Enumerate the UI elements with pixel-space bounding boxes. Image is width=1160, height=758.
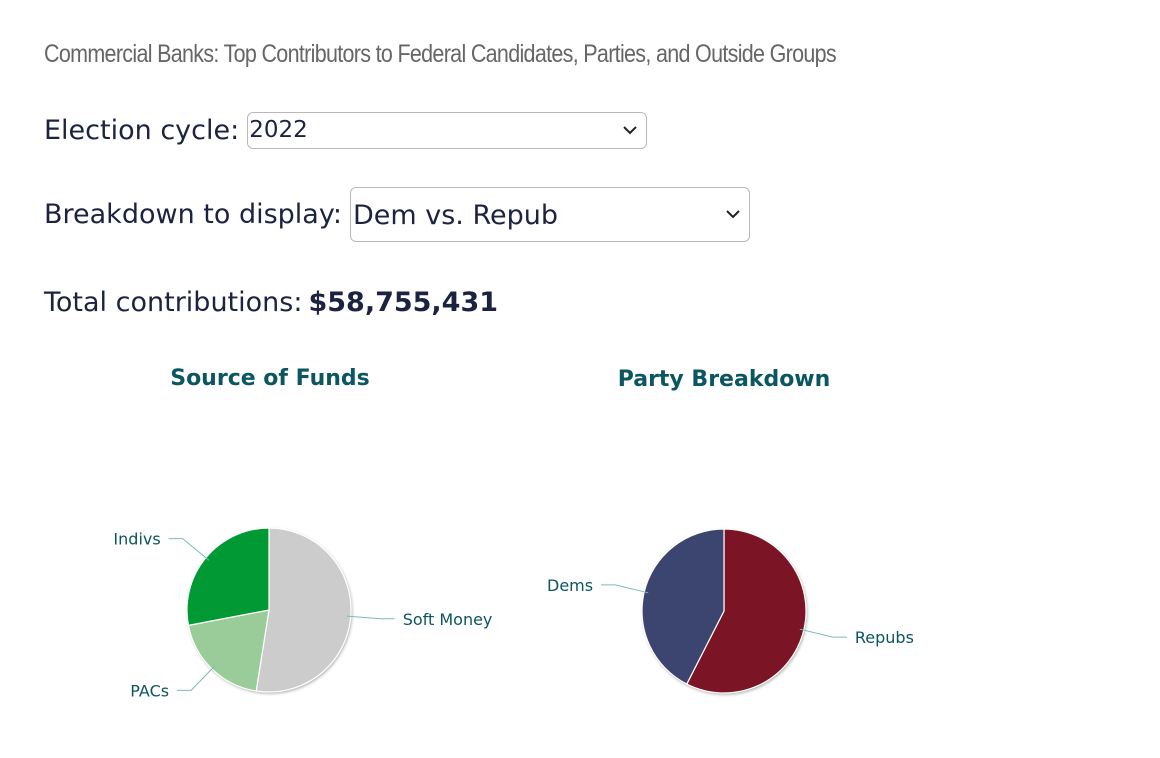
- source-of-funds-title: Source of Funds: [170, 366, 370, 391]
- slice-label-indivs: Indivs: [113, 530, 160, 549]
- breakdown-label: Breakdown to display:: [44, 198, 342, 230]
- election-cycle-value: 2022: [249, 116, 308, 143]
- chevron-down-icon: [726, 210, 740, 219]
- total-contributions-value: $58,755,431: [308, 287, 499, 318]
- party-breakdown-pie-chart: Repubs Dems: [547, 528, 914, 694]
- pie-slice-soft-money[interactable]: [255, 527, 352, 693]
- leader-line-indivs: [168, 538, 210, 561]
- pie-slice-indivs[interactable]: [186, 527, 270, 626]
- breakdown-row: Breakdown to display: Dem vs. Repub: [44, 186, 750, 242]
- election-cycle-row: Election cycle: 2022: [44, 110, 648, 150]
- breakdown-select[interactable]: Dem vs. Repub: [349, 186, 750, 242]
- leader-line-soft-money: [346, 615, 395, 620]
- breakdown-value: Dem vs. Repub: [352, 199, 558, 231]
- total-contributions: Total contributions: $58,755,431: [44, 287, 498, 318]
- page-title: Commercial Banks: Top Contributors to Fe…: [44, 40, 837, 68]
- election-cycle-select[interactable]: 2022: [247, 111, 648, 149]
- slice-label-repubs: Repubs: [855, 628, 914, 647]
- source-of-funds-pie-chart: Soft Money PACs Indivs: [113, 527, 493, 700]
- slice-label-dems: Dems: [547, 576, 593, 595]
- total-contributions-label: Total contributions:: [44, 287, 303, 318]
- slice-label-pacs: PACs: [130, 681, 169, 700]
- leader-line-pacs: [177, 665, 216, 691]
- leader-line-dems: [601, 584, 649, 594]
- slice-label-soft-money: Soft Money: [403, 610, 493, 629]
- election-cycle-label: Election cycle:: [44, 114, 240, 146]
- party-breakdown-title: Party Breakdown: [617, 367, 831, 392]
- chevron-down-icon: [623, 126, 637, 135]
- leader-line-repubs: [799, 628, 847, 638]
